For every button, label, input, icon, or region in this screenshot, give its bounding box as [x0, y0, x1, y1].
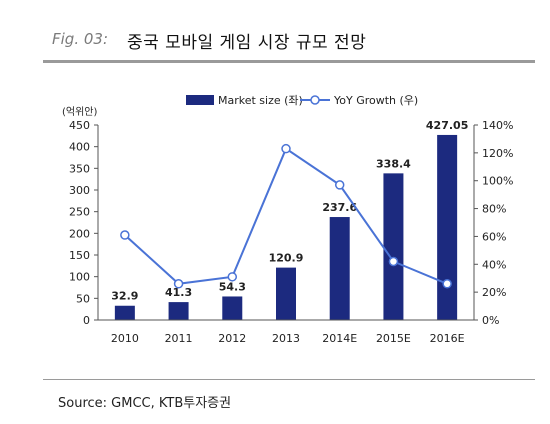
yoy-growth-point	[281, 143, 291, 154]
right-tick-label: 80%	[482, 203, 506, 216]
left-tick-label: 150	[69, 249, 90, 262]
legend-marker-yoy	[310, 95, 320, 105]
top-rule	[43, 60, 535, 63]
bar	[114, 305, 135, 320]
left-tick-label: 50	[76, 292, 90, 305]
figure-header: Fig. 03: 중국 모바일 게임 시장 규모 전망	[52, 28, 532, 56]
x-tick-label: 2015E	[376, 332, 411, 345]
yoy-growth-point	[173, 279, 184, 289]
x-tick-label: 2014E	[322, 332, 357, 345]
right-tick-label: 100%	[482, 175, 513, 188]
bar-data-label: 237.6	[322, 201, 357, 214]
bar-data-label: 338.4	[376, 157, 411, 170]
bar	[168, 302, 189, 320]
right-tick-label: 40%	[482, 258, 506, 271]
figure-title: 중국 모바일 게임 시장 규모 전망	[127, 33, 367, 53]
right-tick-label: 0%	[482, 314, 499, 327]
left-tick-label: 400	[69, 141, 90, 154]
bar-data-label: 32.9	[111, 290, 138, 303]
bar	[276, 267, 296, 320]
bar	[437, 134, 458, 320]
bar	[329, 217, 350, 320]
right-tick-label: 120%	[482, 147, 513, 160]
bar-data-label: 54.3	[219, 280, 246, 293]
line-series	[120, 143, 452, 289]
left-tick-label: 100	[69, 271, 90, 284]
x-tick-label: 2013	[272, 332, 300, 345]
left-tick-label: 350	[69, 162, 90, 175]
left-tick-label: 0	[83, 314, 90, 327]
legend-label-market-size: Market size (좌)	[218, 94, 303, 107]
left-axis-unit: (억위안)	[62, 105, 98, 118]
x-tick-label: 2012	[218, 332, 246, 345]
x-tick-label: 2010	[111, 332, 139, 345]
left-axis: 0 50 100 150 200 250 300 350 400 450	[69, 119, 99, 327]
yoy-growth-point	[227, 272, 238, 282]
bar	[222, 296, 243, 320]
yoy-growth-point	[388, 256, 399, 267]
bar-data-label: 427.05	[426, 119, 468, 132]
right-tick-label: 20%	[482, 286, 506, 299]
legend-label-yoy: YoY Growth (우)	[333, 94, 418, 107]
yoy-growth-point	[120, 230, 130, 240]
source-note: Source: GMCC, KTB투자증권	[58, 396, 232, 411]
bar	[383, 173, 404, 320]
left-tick-label: 300	[69, 184, 90, 197]
bar-data-label: 120.9	[269, 252, 304, 265]
bottom-rule	[43, 379, 535, 380]
bar-series: 32.9 41.3 54.3 120.9 237.6 338.4 427.05	[111, 119, 468, 320]
x-tick-label: 2016E	[430, 332, 465, 345]
left-tick-label: 450	[69, 119, 90, 132]
left-tick-label: 250	[69, 206, 90, 219]
right-tick-label: 140%	[482, 119, 513, 132]
x-tick-label: 2011	[165, 332, 193, 345]
legend-swatch-market-size	[186, 95, 214, 105]
legend: Market size (좌) YoY Growth (우)	[186, 94, 418, 107]
yoy-growth-point	[334, 180, 345, 190]
figure-number: Fig. 03:	[52, 30, 108, 48]
left-tick-label: 200	[69, 227, 90, 240]
yoy-growth-point	[442, 279, 452, 289]
right-axis: 0% 20% 40% 60% 80% 100% 120% 140%	[473, 119, 513, 327]
x-axis: 2010 2011 2012 2013 2014E 2015E 2016E	[98, 319, 474, 345]
bar-data-label: 41.3	[165, 286, 192, 299]
right-tick-label: 60%	[482, 230, 506, 243]
